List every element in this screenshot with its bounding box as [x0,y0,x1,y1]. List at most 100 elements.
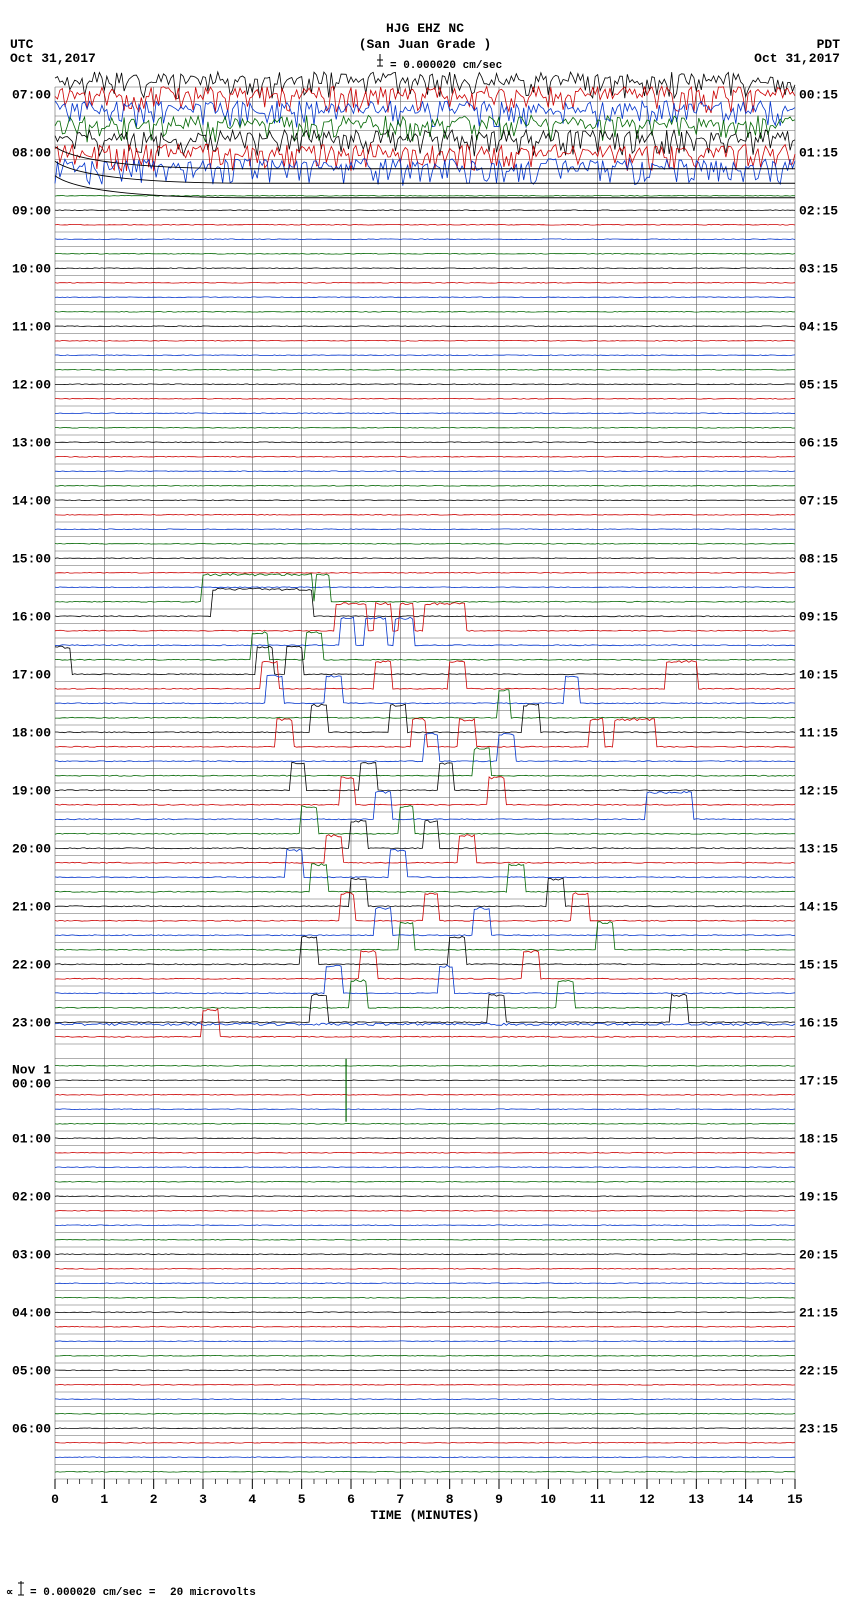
trace-row [55,1080,795,1081]
svg-text:PDT: PDT [817,37,841,52]
left-time-label: 09:00 [12,203,51,218]
trace-row [55,1457,795,1458]
right-time-label: 06:15 [799,435,838,450]
left-time-label: 03:00 [12,1247,51,1262]
trace-row [55,543,795,544]
left-time-label: 16:00 [12,609,51,624]
trace-row [55,632,795,661]
trace-row [55,791,795,819]
trace-row [55,1065,795,1066]
left-time-label: 05:00 [12,1363,51,1378]
right-time-label: 16:15 [799,1015,838,1030]
trace-row [55,1471,795,1472]
trace-row [55,1094,795,1095]
x-tick-label: 1 [100,1492,108,1507]
right-time-label: 19:15 [799,1189,838,1204]
trace-row [55,864,795,893]
trace-row [55,115,795,142]
trace-row [55,1239,795,1240]
left-time-label: 20:00 [12,841,51,856]
trace-row [55,101,795,128]
trace-row [55,748,795,777]
trace-row [55,529,795,530]
svg-text:∝: ∝ [6,1588,13,1599]
left-time-label: 08:00 [12,145,51,160]
trace-row [55,1428,795,1429]
trace-row [55,1326,795,1327]
left-time-label: 21:00 [12,899,51,914]
trace-row [55,239,795,240]
trace-row [55,471,795,472]
left-time-label: 17:00 [12,667,51,682]
trace-row [55,572,795,573]
right-time-label: 22:15 [799,1363,838,1378]
left-time-label: Nov 1 [12,1062,51,1077]
right-time-label: 23:15 [799,1421,838,1436]
trace-row [55,893,795,922]
trace-row [55,1268,795,1269]
trace-row [55,384,795,385]
trace-row [55,1109,795,1110]
left-time-label: 02:00 [12,1189,51,1204]
right-time-label: 12:15 [799,783,838,798]
right-time-label: 10:15 [799,667,838,682]
right-time-label: 21:15 [799,1305,838,1320]
trace-row [55,1283,795,1284]
trace-row [55,1181,795,1182]
trace-row [55,777,795,806]
footer-scale: = 0.000020 cm/sec = [30,1587,156,1599]
left-time-label: 13:00 [12,435,51,450]
trace-row [55,282,795,283]
seismograph-plot: HJG EHZ NC(San Juan Grade )= 0.000020 cm… [0,0,850,1613]
trace-row [55,1370,795,1371]
left-time-label: 14:00 [12,493,51,508]
x-tick-label: 8 [446,1492,454,1507]
footer-microvolts: 20 microvolts [170,1587,256,1599]
right-time-label: 20:15 [799,1247,838,1262]
trace-row [55,413,795,414]
trace-row [55,1023,795,1025]
x-tick-label: 14 [738,1492,754,1507]
right-time-label: 08:15 [799,551,838,566]
right-time-label: 07:15 [799,493,838,508]
trace-row [55,86,795,113]
x-axis-label: TIME (MINUTES) [370,1508,479,1523]
x-tick-label: 2 [150,1492,158,1507]
svg-text:Oct 31,2017: Oct 31,2017 [754,51,840,66]
right-time-label: 00:15 [799,87,838,102]
trace-row [55,1138,795,1139]
trace-row [55,603,795,632]
left-time-label: 18:00 [12,725,51,740]
trace-row [55,210,795,211]
trace-row [55,311,795,312]
trace-row [55,1152,795,1153]
trace-row [55,1399,795,1400]
trace-row [55,500,795,501]
right-time-label: 09:15 [799,609,838,624]
right-time-label: 05:15 [799,377,838,392]
trace-row [55,369,795,370]
trace-row [55,1225,795,1226]
left-time-label: 15:00 [12,551,51,566]
x-tick-label: 15 [787,1492,803,1507]
trace-row [55,224,795,225]
x-tick-label: 13 [689,1492,705,1507]
x-tick-label: 3 [199,1492,207,1507]
trace-row [55,1355,795,1356]
trace-row [55,485,795,486]
right-time-label: 14:15 [799,899,838,914]
trace-row [55,442,795,443]
trace-row [55,1413,795,1414]
trace-row [55,340,795,341]
trace-row [55,1196,795,1197]
svg-text:UTC: UTC [10,37,34,52]
x-tick-label: 0 [51,1492,59,1507]
trace-row [55,762,795,790]
trace-row [55,587,795,588]
trace-row [55,398,795,399]
trace-row [55,1254,795,1255]
x-tick-label: 4 [248,1492,256,1507]
right-time-label: 01:15 [799,145,838,160]
trace-row [55,907,795,935]
left-time-label: 19:00 [12,783,51,798]
